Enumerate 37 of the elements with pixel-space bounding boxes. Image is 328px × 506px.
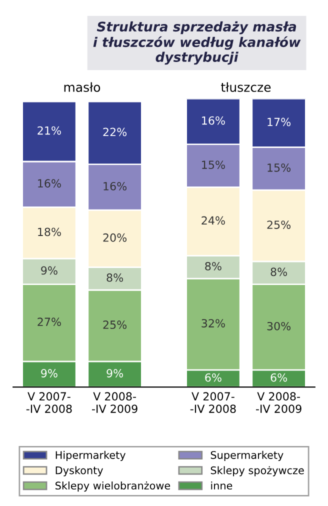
data-label: 25% (267, 220, 291, 229)
data-label: 15% (202, 160, 225, 169)
data-label: 8% (106, 273, 123, 282)
legend-label: inne (211, 481, 232, 490)
data-label: 32% (202, 319, 225, 328)
data-label: 24% (202, 216, 225, 225)
data-label: 18% (38, 228, 61, 236)
data-label: 21% (38, 126, 61, 135)
x-tick-label: V 2007- -IV 2008 (26, 392, 72, 413)
data-label: 16% (202, 116, 225, 125)
data-label: 9% (106, 369, 123, 378)
data-label: 27% (38, 318, 61, 326)
data-label: 20% (103, 233, 127, 242)
legend-label: Sklepy wielobranżowe (56, 481, 170, 492)
data-label: 15% (268, 163, 291, 172)
text: masło (64, 82, 100, 92)
legend-label: Sklepy spożywcze (210, 466, 304, 476)
x-tick-label: V 2007- -IV 2008 (190, 392, 236, 413)
chart-title: Struktura sprzedaży masła i tłuszczów według kanałów dystrybucji (93, 21, 301, 65)
data-label: 9% (41, 266, 58, 275)
data-label: 6% (270, 373, 287, 382)
data-label: 22% (103, 128, 127, 136)
data-label: 6% (205, 373, 222, 382)
data-label: 16% (38, 179, 61, 188)
data-label: 8% (270, 268, 287, 276)
text: tłuszcze (221, 82, 271, 92)
data-label: 17% (268, 118, 291, 126)
x-tick-label: V 2008- -IV 2009 (92, 392, 138, 413)
data-label: 30% (267, 322, 291, 330)
legend-label: Supermarkety (210, 450, 284, 461)
x-tick-label: V 2008- -IV 2009 (256, 392, 302, 413)
data-label: 9% (41, 369, 58, 378)
legend-label: Hipermarkety (56, 450, 126, 461)
data-label: 25% (103, 320, 127, 329)
data-label: 16% (104, 182, 127, 190)
data-label: 8% (205, 262, 222, 270)
legend-label: Dyskonty (56, 466, 104, 476)
